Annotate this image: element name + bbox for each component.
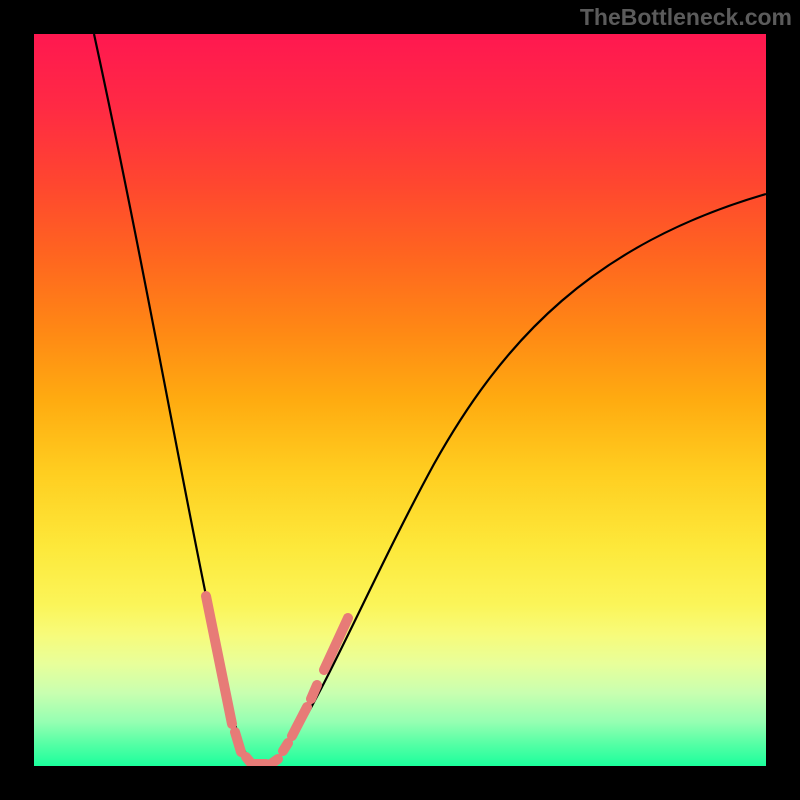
- plot-svg: [34, 34, 766, 766]
- chart-container: TheBottleneck.com: [0, 0, 800, 800]
- plot-area: [34, 34, 766, 766]
- watermark-text: TheBottleneck.com: [580, 4, 792, 31]
- gradient-background: [34, 34, 766, 766]
